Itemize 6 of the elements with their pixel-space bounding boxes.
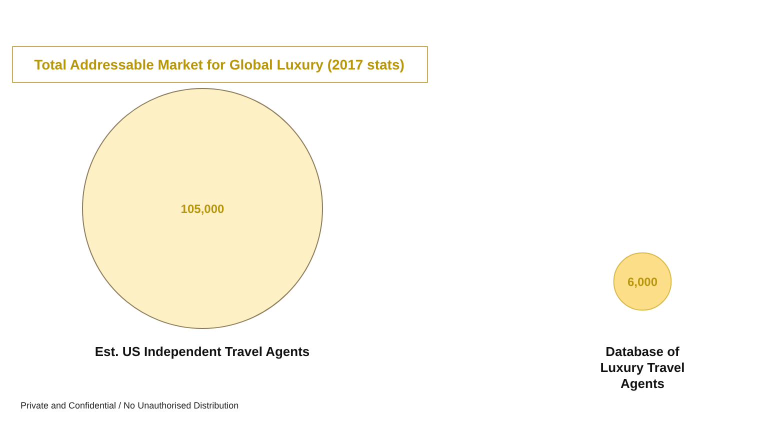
category-label: Database of Luxury Travel Agents [600,344,685,391]
text: Total Addressable Market for Global Luxury (2017 stats) [34,56,404,72]
category-label: Est. US Independent Travel Agents [94,344,310,359]
data-label: 6,000 [627,275,658,289]
data-label: 105,000 [180,202,225,216]
text: Private and Confidential / No Unauthorised Distribution [20,400,239,410]
